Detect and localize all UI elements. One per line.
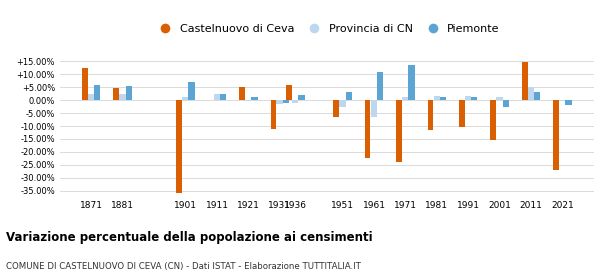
Bar (292, 100, 298, 103)
Bar (459, 100, 464, 127)
Bar (528, 87, 534, 100)
Bar (340, 100, 346, 107)
Bar (245, 100, 251, 101)
Bar (113, 88, 119, 100)
Bar (553, 100, 559, 170)
Bar (534, 92, 540, 100)
Bar (298, 95, 305, 100)
Bar (465, 96, 471, 100)
Bar (125, 86, 132, 100)
Bar (471, 97, 478, 100)
Bar (220, 94, 226, 100)
Bar (434, 96, 440, 100)
Bar (94, 85, 100, 100)
Legend: Castelnuovo di Ceva, Provincia di CN, Piemonte: Castelnuovo di Ceva, Provincia di CN, Pi… (150, 20, 504, 38)
Bar (428, 100, 433, 130)
Bar (271, 100, 276, 129)
Bar (365, 100, 370, 158)
Bar (396, 100, 402, 162)
Bar (119, 94, 125, 100)
Bar (239, 87, 245, 100)
Bar (334, 100, 339, 117)
Bar (346, 92, 352, 100)
Text: Variazione percentuale della popolazione ai censimenti: Variazione percentuale della popolazione… (6, 231, 373, 244)
Bar (188, 82, 194, 100)
Bar (490, 100, 496, 140)
Bar (559, 100, 565, 101)
Bar (277, 100, 283, 104)
Bar (503, 100, 509, 107)
Bar (88, 94, 94, 100)
Bar (283, 100, 289, 103)
Bar (409, 65, 415, 100)
Bar (565, 100, 572, 105)
Bar (182, 97, 188, 100)
Bar (214, 94, 220, 100)
Bar (440, 97, 446, 100)
Bar (522, 62, 527, 100)
Bar (82, 68, 88, 100)
Bar (251, 97, 257, 100)
Bar (377, 72, 383, 100)
Bar (286, 85, 292, 100)
Text: COMUNE DI CASTELNUOVO DI CEVA (CN) - Dati ISTAT - Elaborazione TUTTITALIA.IT: COMUNE DI CASTELNUOVO DI CEVA (CN) - Dat… (6, 262, 361, 271)
Bar (176, 100, 182, 193)
Bar (371, 100, 377, 117)
Bar (496, 97, 503, 100)
Bar (402, 97, 409, 100)
